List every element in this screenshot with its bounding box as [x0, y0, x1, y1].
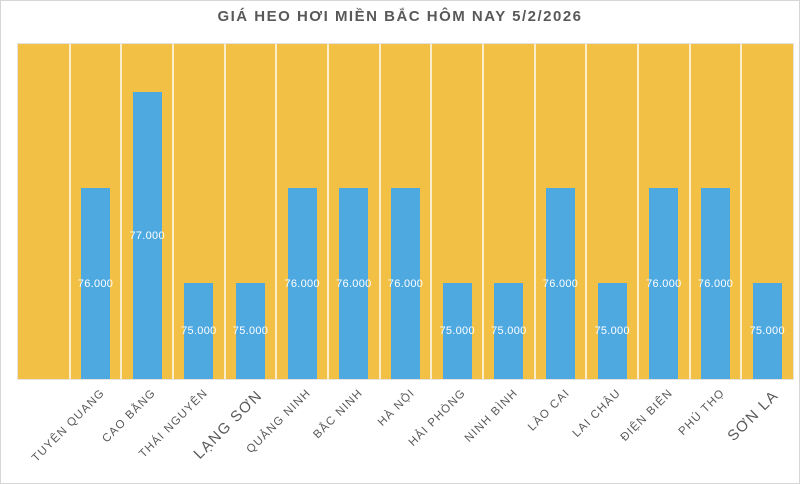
bar-value-label: 75.000: [181, 325, 217, 337]
bar-value-label: 76.000: [542, 277, 579, 290]
bar-value-label: 75.000: [749, 325, 785, 337]
bar-lai-châu: 75.000: [594, 283, 630, 379]
bar-value-label: 76.000: [336, 277, 372, 290]
vertical-gridline: [378, 44, 381, 379]
vertical-gridline: [533, 44, 536, 379]
bar-điện-biên: 76.000: [646, 188, 682, 379]
vertical-gridline: [430, 44, 433, 379]
vertical-gridline: [172, 44, 174, 379]
bar-value-label: 75.000: [491, 325, 527, 337]
vertical-gridline: [482, 44, 484, 379]
vertical-gridline: [688, 44, 691, 379]
vertical-gridline: [740, 44, 743, 379]
bar-tuyên-quang: 76.000: [77, 188, 114, 379]
vertical-gridline: [120, 44, 123, 379]
bar-ninh-bình: 75.000: [491, 283, 527, 379]
bar-value-label: 76.000: [284, 277, 320, 290]
vertical-gridline: [637, 44, 639, 379]
bar-phú-thọ: 76.000: [697, 188, 734, 379]
bar-value-label: 75.000: [232, 325, 269, 337]
vertical-gridline: [223, 44, 226, 379]
bar-thái-nguyên: 75.000: [181, 283, 217, 379]
vertical-gridline: [68, 44, 71, 379]
bar-bắc-ninh: 76.000: [336, 188, 372, 379]
bar-hải-phòng: 75.000: [439, 283, 475, 379]
plot-area: 76.000 77.000 75.000 75.000 76.000 76.000 76.0…: [17, 43, 794, 380]
bar-lào-cai: 76.000: [542, 188, 579, 379]
vertical-gridline: [275, 44, 278, 379]
bar-value-label: 75.000: [594, 325, 630, 337]
vertical-gridline: [327, 44, 329, 379]
bar-value-label: 75.000: [439, 325, 475, 337]
bar-value-label: 76.000: [77, 277, 114, 290]
vertical-gridline: [585, 44, 588, 379]
x-axis-label-tuyên-quang: TUYÊN QUANG: [29, 387, 107, 465]
chart-title: GIÁ HEO HƠI MIỀN BẮC HÔM NAY 5/2/2026: [217, 8, 583, 25]
bar-quảng-ninh: 76.000: [284, 188, 320, 379]
x-axis-labels: TUYÊN QUANG CAO BẰNG THÁI NGUYÊN LẠNG SƠN QU…: [17, 384, 794, 479]
bar-lạng-sơn: 75.000: [232, 283, 269, 379]
bar-value-label: 76.000: [697, 277, 734, 290]
bar-sơn-la: 75.000: [749, 283, 785, 379]
bar-hà-nội: 76.000: [387, 188, 424, 379]
bar-value-label: 77.000: [129, 229, 165, 242]
bar-value-label: 76.000: [387, 277, 424, 290]
bar-value-label: 76.000: [646, 277, 682, 290]
bar-cao-bằng: 77.000: [129, 92, 165, 379]
